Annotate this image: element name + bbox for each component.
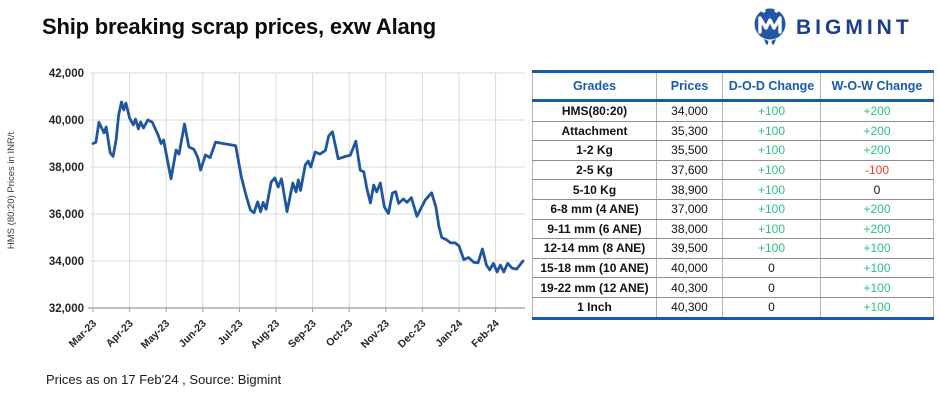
dod-change-cell: +100 [722, 198, 821, 220]
price-cell: 38,000 [656, 218, 723, 240]
wow-change-cell: +200 [820, 100, 934, 122]
source-note: Prices as on 17 Feb'24 , Source: Bigmint [46, 372, 282, 387]
page-title: Ship breaking scrap prices, exw Alang [42, 14, 437, 39]
table-row: HMS(80:20) 34,000 +100 +200 [532, 100, 934, 122]
price-cell: 38,900 [656, 179, 723, 200]
dod-change-cell: +100 [722, 140, 821, 161]
dod-change-cell: 0 [722, 296, 821, 319]
table-row: Attachment 35,300 +100 +200 [532, 120, 934, 142]
x-axis-tick-label: Jul-23 [216, 318, 246, 348]
y-axis-tick-label: 36,000 [49, 209, 84, 221]
wow-change-cell: +100 [820, 257, 934, 279]
dod-change-cell: 0 [722, 257, 821, 279]
col-header-dod-change: D-O-D Change [722, 71, 821, 102]
y-axis-tick-label: 32,000 [49, 303, 84, 315]
col-header-grades: Grades [532, 71, 657, 102]
grade-cell: 6-8 mm (4 ANE) [532, 198, 657, 220]
dod-change-cell: +100 [722, 159, 821, 181]
dod-change-cell: +100 [722, 218, 821, 240]
grade-cell: 1 Inch [532, 296, 657, 319]
price-trend-chart-svg: 32,000 34,000 36,000 38,000 40,000 42,000 Mar-… [6, 68, 525, 352]
x-axis-tick-label: Apr-23 [104, 318, 136, 350]
wow-change-cell: +100 [820, 238, 934, 259]
grade-cell: HMS(80:20) [532, 100, 657, 122]
dod-change-cell: +100 [722, 179, 821, 200]
y-axis-tick-label: 34,000 [49, 256, 84, 268]
x-axis-tick-label: Dec-23 [396, 318, 429, 351]
dod-change-cell: +100 [722, 120, 821, 142]
wow-change-cell: 0 [820, 179, 934, 200]
price-cell: 35,300 [656, 120, 723, 142]
y-axis-tick-label: 40,000 [49, 115, 84, 127]
table-row: 1 Inch 40,300 0 +100 [532, 296, 934, 319]
x-axis-tick-label: Feb-24 [469, 318, 502, 351]
bigmint-logo: BIGMINT [753, 8, 913, 48]
x-axis-tick-label: Nov-23 [359, 318, 392, 351]
table-header-row: Grades Prices D-O-D Change W-O-W Change [532, 71, 934, 102]
wow-change-cell: +200 [820, 218, 934, 240]
grade-cell: 19-22 mm (12 ANE) [532, 277, 657, 298]
x-axis-tick-label: Mar-23 [67, 318, 100, 351]
grade-cell: 5-10 Kg [532, 179, 657, 200]
grade-cell: 2-5 Kg [532, 159, 657, 181]
price-cell: 39,500 [656, 238, 723, 259]
y-axis-title: HMS (80:20) Prices in INR/t [6, 132, 17, 250]
grade-cell: 15-18 mm (10 ANE) [532, 257, 657, 279]
dod-change-cell: +100 [722, 100, 821, 122]
table-row: 2-5 Kg 37,600 +100 -100 [532, 159, 934, 181]
table-row: 15-18 mm (10 ANE) 40,000 0 +100 [532, 257, 934, 279]
grade-cell: Attachment [532, 120, 657, 142]
x-axis-tick-label: Aug-23 [248, 318, 282, 352]
price-cell: 40,300 [656, 296, 723, 319]
bigmint-logo-text: BIGMINT [796, 16, 913, 39]
price-trend-chart: 32,000 34,000 36,000 38,000 40,000 42,000 Mar-… [0, 56, 530, 356]
y-axis-tick-label: 42,000 [49, 68, 84, 80]
bigmint-logo-icon [754, 8, 786, 45]
price-cell: 37,600 [656, 159, 723, 181]
wow-change-cell: +100 [820, 296, 934, 319]
price-cell: 34,000 [656, 100, 723, 122]
price-line [91, 100, 525, 274]
grade-cell: 9-11 mm (6 ANE) [532, 218, 657, 240]
col-header-wow-change: W-O-W Change [820, 71, 934, 102]
price-cell: 40,300 [656, 277, 723, 298]
wow-change-cell: +100 [820, 277, 934, 298]
grade-cell: 1-2 Kg [532, 140, 657, 161]
x-axis-tick-label: Oct-23 [324, 318, 356, 350]
price-cell: 35,500 [656, 140, 723, 161]
table-row: 6-8 mm (4 ANE) 37,000 +100 +200 [532, 198, 934, 220]
x-axis-tick-label: Jun-23 [177, 318, 210, 351]
wow-change-cell: +200 [820, 140, 934, 161]
x-axis-tick-label: May-23 [139, 318, 173, 352]
x-axis-tick-label: Jan-24 [433, 318, 465, 350]
prices-table: Grades Prices D-O-D Change W-O-W Change … [532, 70, 934, 320]
table-row: 9-11 mm (6 ANE) 38,000 +100 +200 [532, 218, 934, 240]
x-axis-tick-label: Sep-23 [286, 318, 319, 351]
y-axis-tick-label: 38,000 [49, 162, 84, 174]
price-cell: 40,000 [656, 257, 723, 279]
table-row: 5-10 Kg 38,900 +100 0 [532, 179, 934, 200]
dod-change-cell: 0 [722, 277, 821, 298]
wow-change-cell: -100 [820, 159, 934, 181]
dod-change-cell: +100 [722, 238, 821, 259]
wow-change-cell: +200 [820, 198, 934, 220]
table-row: 1-2 Kg 35,500 +100 +200 [532, 140, 934, 161]
col-header-prices: Prices [656, 71, 723, 102]
wow-change-cell: +200 [820, 120, 934, 142]
grade-cell: 12-14 mm (8 ANE) [532, 238, 657, 259]
price-cell: 37,000 [656, 198, 723, 220]
table-row: 19-22 mm (12 ANE) 40,300 0 +100 [532, 277, 934, 298]
table-row: 12-14 mm (8 ANE) 39,500 +100 +100 [532, 238, 934, 259]
